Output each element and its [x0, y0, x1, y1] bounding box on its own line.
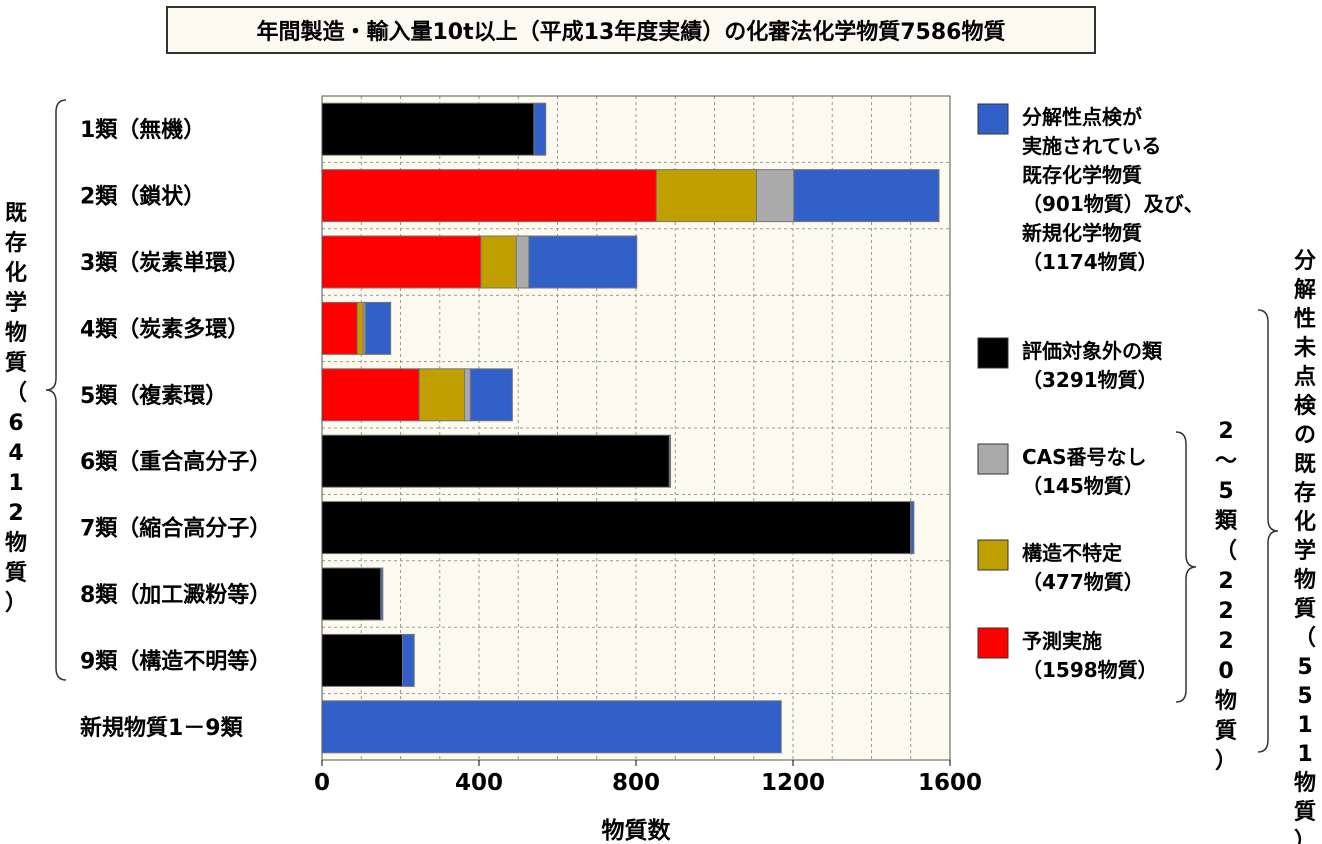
category-label: 6類（重合高分子） [80, 449, 271, 475]
brace-existing [45, 99, 67, 681]
bar-segment [515, 235, 530, 289]
legend-text: （1174物質） [1022, 250, 1158, 274]
bar-segment [793, 169, 940, 223]
bar-segment [321, 169, 657, 223]
legend-text: （3291物質） [1022, 368, 1158, 392]
category-label: 新規物質1－9類 [80, 715, 244, 741]
legend-text: （145物質） [1022, 474, 1144, 498]
category-label: 8類（加工澱粉等） [80, 582, 271, 608]
category-label: 4類（炭素多環） [80, 316, 249, 342]
bar-segment [321, 633, 403, 687]
legend-text: 構造不特定 [1022, 541, 1122, 565]
bar-segment [321, 501, 912, 555]
legend-swatch [977, 627, 1009, 659]
legend-swatch [977, 103, 1009, 135]
brace-classes-2-5 [1175, 431, 1197, 703]
category-label: 3類（炭素単環） [80, 250, 249, 276]
bar-segment [528, 235, 638, 289]
legend-swatch [977, 443, 1009, 475]
bar-segment [755, 169, 795, 223]
legend-text: CAS番号なし [1022, 445, 1147, 469]
x-tick-label: 0 [314, 770, 330, 796]
x-tick-label: 1200 [761, 770, 825, 796]
x-tick-label: 1600 [918, 770, 982, 796]
bar-segment [321, 102, 535, 156]
chart-title: 年間製造・輸入量10t以上（平成13年度実績）の化審法化学物質7586物質 [166, 6, 1096, 54]
bar-segment [356, 301, 364, 355]
x-axis-label: 物質数 [602, 817, 672, 844]
bar-segment [321, 700, 782, 754]
legend-text: 評価対象外の類 [1022, 339, 1163, 363]
legend-text: （477物質） [1022, 570, 1144, 594]
legend-swatch [977, 337, 1009, 369]
bar-segment [380, 567, 384, 621]
bracket-label-unchecked: 分解性未点検の既存化学物質（ 5 5 1 1 物質） [1294, 249, 1317, 844]
bar-segment [480, 235, 517, 289]
category-label: 5類（複素環） [80, 383, 227, 409]
bar-segment [321, 434, 670, 488]
category-label: 1類（無機） [80, 117, 205, 143]
legend-swatch [977, 539, 1009, 571]
bar-segment [401, 633, 415, 687]
brace-unchecked [1257, 309, 1279, 753]
category-label: 2類（鎖状） [80, 184, 205, 210]
legend-text: 新規化学物質 [1022, 221, 1142, 245]
legend-text: 既存化学物質 [1022, 163, 1142, 187]
legend-text: 予測実施 [1022, 629, 1102, 653]
bracket-label-existing: 既存化学物質（ 6 4 1 2 物質） [5, 201, 27, 616]
category-label: 7類（縮合高分子） [80, 516, 271, 542]
bar-segment [463, 368, 471, 422]
category-label: 9類（構造不明等） [80, 648, 271, 674]
bar-segment [364, 301, 392, 355]
bar-segment [321, 235, 482, 289]
bar-segment [321, 301, 358, 355]
x-tick-label: 800 [612, 770, 660, 796]
legend-text: （1598物質） [1022, 658, 1158, 682]
legend-text: （901物質）及び、 [1022, 192, 1204, 216]
bar-segment [668, 434, 672, 488]
bracket-label-classes-2-5: 2 ～ 5 類（ 2 2 2 0 物質） [1215, 419, 1238, 774]
bar-segment [533, 102, 547, 156]
bar-segment [655, 169, 757, 223]
bar-segment [910, 501, 915, 555]
legend-text: 分解性点検が [1022, 105, 1142, 129]
bar-segment [469, 368, 513, 422]
bar-segment [321, 368, 420, 422]
bar-segment [321, 567, 382, 621]
legend-text: 実施されている [1022, 134, 1161, 158]
bar-segment [418, 368, 465, 422]
x-tick-label: 400 [455, 770, 503, 796]
